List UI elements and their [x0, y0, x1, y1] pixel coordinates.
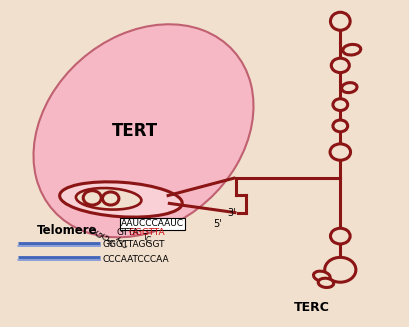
Ellipse shape [342, 44, 360, 55]
Circle shape [332, 120, 347, 132]
Circle shape [83, 191, 101, 205]
Ellipse shape [330, 12, 349, 30]
Circle shape [329, 144, 350, 160]
Text: TERT: TERT [112, 122, 158, 140]
Ellipse shape [313, 271, 329, 282]
Ellipse shape [34, 24, 253, 237]
Text: GTTA: GTTA [117, 229, 139, 237]
Circle shape [324, 257, 355, 282]
Text: 5': 5' [213, 219, 221, 229]
Circle shape [102, 192, 119, 205]
Text: T: T [115, 238, 124, 248]
Ellipse shape [60, 182, 182, 217]
Text: 3': 3' [227, 208, 236, 218]
Text: G: G [94, 229, 105, 240]
Text: GGGTTAGGGT: GGGTTAGGGT [102, 240, 164, 249]
Ellipse shape [317, 278, 333, 287]
Text: GGGTTA: GGGTTA [128, 229, 164, 237]
Text: G: G [101, 233, 112, 243]
Text: CCCAATCCCAA: CCCAATCCCAA [102, 255, 169, 264]
Circle shape [332, 99, 347, 111]
Text: C: C [145, 235, 150, 245]
Text: AAUCCCAAUC: AAUCCCAAUC [121, 219, 184, 229]
Text: T: T [142, 232, 147, 242]
Text: TERC: TERC [293, 301, 329, 314]
Circle shape [330, 58, 348, 73]
Ellipse shape [341, 83, 356, 93]
Text: C: C [119, 241, 128, 251]
Ellipse shape [76, 188, 141, 210]
Text: G: G [88, 226, 98, 237]
Text: Telomere: Telomere [37, 224, 97, 237]
Text: A: A [107, 238, 118, 248]
Circle shape [330, 228, 349, 244]
